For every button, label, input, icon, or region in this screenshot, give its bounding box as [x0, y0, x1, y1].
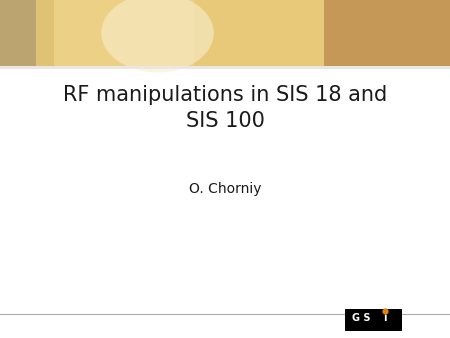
FancyBboxPatch shape: [346, 309, 401, 331]
Bar: [0, 0, 450, 66]
Text: O. Chorniy: O. Chorniy: [189, 182, 261, 196]
Text: i: i: [383, 313, 387, 323]
Ellipse shape: [101, 0, 214, 72]
Bar: [324, 0, 450, 66]
Bar: [0, 0, 54, 66]
Text: G S: G S: [351, 313, 370, 323]
Bar: [36, 0, 194, 66]
Bar: [0, 66, 450, 69]
Bar: [0, 0, 36, 66]
Text: RF manipulations in SIS 18 and
SIS 100: RF manipulations in SIS 18 and SIS 100: [63, 86, 387, 131]
